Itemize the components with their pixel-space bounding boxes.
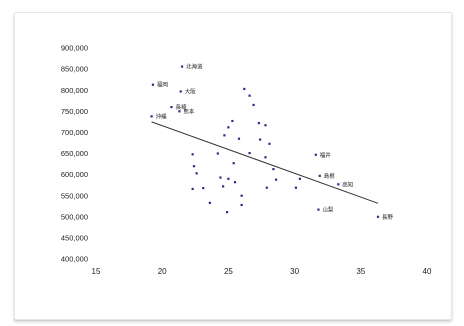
y-tick-label: 650,000 <box>61 149 88 158</box>
chart-frame <box>14 12 452 320</box>
data-point <box>237 137 241 140</box>
x-tick-label: 30 <box>290 267 299 276</box>
data-point <box>223 134 226 137</box>
data-point <box>202 187 205 190</box>
data-point <box>151 83 155 86</box>
data-point <box>232 162 235 165</box>
data-point <box>264 156 267 159</box>
point-label: 熊本 <box>183 107 195 115</box>
point-label: 長野 <box>382 213 394 221</box>
data-point <box>257 122 260 125</box>
data-point <box>233 181 237 184</box>
data-point <box>219 176 222 179</box>
data-point <box>150 115 153 118</box>
point-label: 高知 <box>342 180 353 188</box>
data-point <box>178 110 181 113</box>
data-point <box>240 203 243 207</box>
y-tick-label: 900,000 <box>61 44 88 53</box>
data-point <box>318 174 321 177</box>
data-point <box>317 208 320 211</box>
data-point <box>272 168 275 171</box>
data-point <box>314 153 317 156</box>
data-point <box>195 172 198 175</box>
point-label: 沖縄 <box>156 112 168 120</box>
x-tick-label: 15 <box>92 267 101 276</box>
data-point <box>265 186 268 189</box>
y-tick-label: 400,000 <box>61 255 88 264</box>
y-tick-label: 750,000 <box>61 107 88 116</box>
data-point <box>179 90 182 93</box>
data-point <box>222 185 225 188</box>
x-tick-label: 25 <box>224 267 233 276</box>
x-tick-label: 20 <box>158 267 167 276</box>
data-point <box>252 103 255 107</box>
y-axis-ticks: 400,000 450,000 500,000 550,000 600,000 650,0… <box>61 44 88 264</box>
point-label: 北海道 <box>186 63 203 71</box>
y-tick-label: 800,000 <box>61 86 88 95</box>
data-point <box>216 152 219 155</box>
data-point <box>294 186 298 189</box>
data-point <box>208 201 211 204</box>
trendline-line <box>151 121 379 204</box>
data-point <box>259 138 262 141</box>
data-point <box>243 87 246 91</box>
point-label: 山梨 <box>322 206 334 214</box>
data-point <box>264 124 267 127</box>
data-point <box>170 105 173 109</box>
point-label: 島根 <box>324 172 336 180</box>
point-label: 長崎 <box>175 103 187 111</box>
data-point <box>298 177 301 180</box>
y-tick-label: 600,000 <box>61 170 88 179</box>
y-tick-label: 700,000 <box>61 128 88 137</box>
point-label: 福井 <box>320 151 332 159</box>
data-points <box>150 65 380 218</box>
x-tick-label: 40 <box>423 267 432 276</box>
data-point <box>180 65 184 68</box>
data-point <box>227 126 230 129</box>
data-point <box>227 177 230 180</box>
data-point <box>248 151 251 155</box>
data-point <box>191 187 194 191</box>
y-tick-label: 450,000 <box>61 234 88 243</box>
y-tick-label: 550,000 <box>61 191 88 200</box>
data-point <box>376 215 380 218</box>
data-point <box>191 153 194 156</box>
point-label: 福岡 <box>157 81 169 89</box>
x-tick-label: 35 <box>356 267 365 276</box>
data-point <box>274 178 278 181</box>
data-point <box>268 142 271 145</box>
data-point <box>192 165 196 168</box>
point-label: 大阪 <box>185 87 197 95</box>
data-point <box>337 183 340 186</box>
y-tick-label: 850,000 <box>61 65 88 74</box>
data-point <box>231 119 234 123</box>
y-tick-label: 500,000 <box>61 212 88 221</box>
trendline <box>151 121 379 204</box>
x-axis-ticks: 15 20 25 30 35 40 <box>92 267 432 276</box>
data-point <box>248 94 251 97</box>
data-point <box>225 211 229 214</box>
data-point <box>240 194 243 197</box>
